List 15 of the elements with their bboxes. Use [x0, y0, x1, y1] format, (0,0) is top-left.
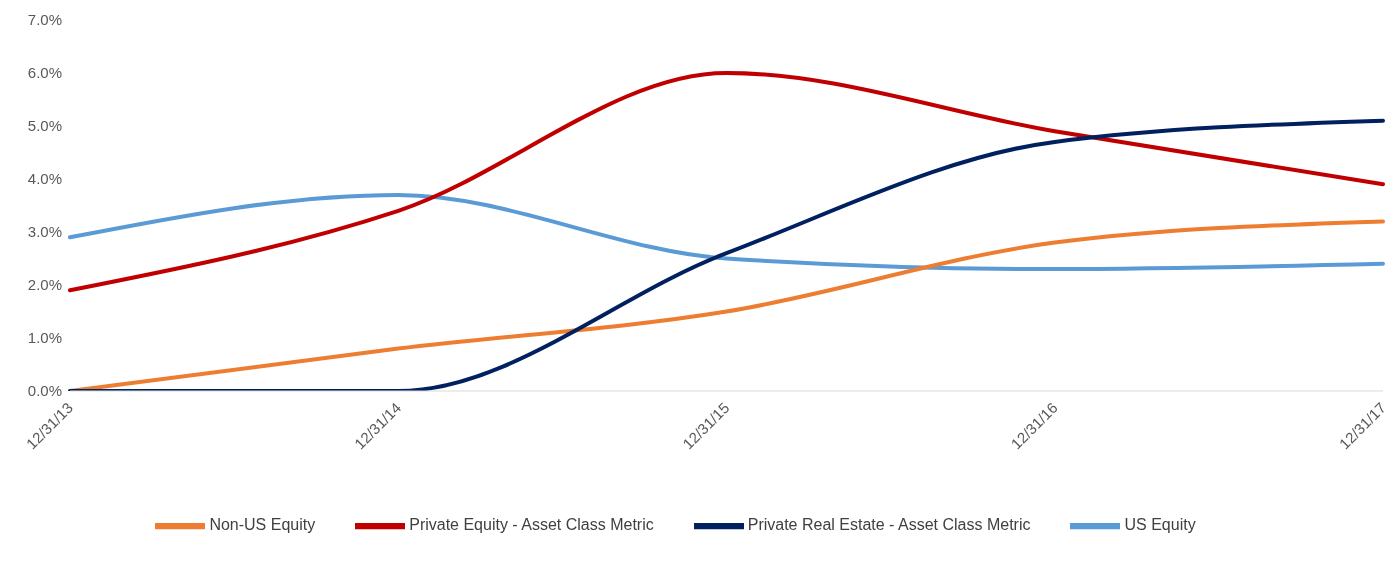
line-series — [68, 118, 1385, 391]
y-tick-label: 5.0% — [27, 117, 62, 135]
line-series — [68, 192, 1385, 272]
y-tick-label: 7.0% — [27, 11, 62, 29]
legend-label: Private Real Estate - Asset Class Metric — [747, 516, 1031, 534]
y-tick-label: 0.0% — [27, 382, 62, 400]
y-tick-label: 1.0% — [27, 329, 62, 347]
legend-label: US Equity — [1124, 516, 1196, 534]
y-tick-label: 6.0% — [27, 64, 62, 82]
y-tick-label: 2.0% — [27, 276, 62, 294]
legend-label: Non-US Equity — [209, 516, 316, 534]
y-tick-label: 3.0% — [27, 223, 62, 241]
legend-label: Private Equity - Asset Class Metric — [409, 516, 654, 534]
y-tick-label: 4.0% — [27, 170, 62, 188]
line-series — [68, 71, 1385, 293]
